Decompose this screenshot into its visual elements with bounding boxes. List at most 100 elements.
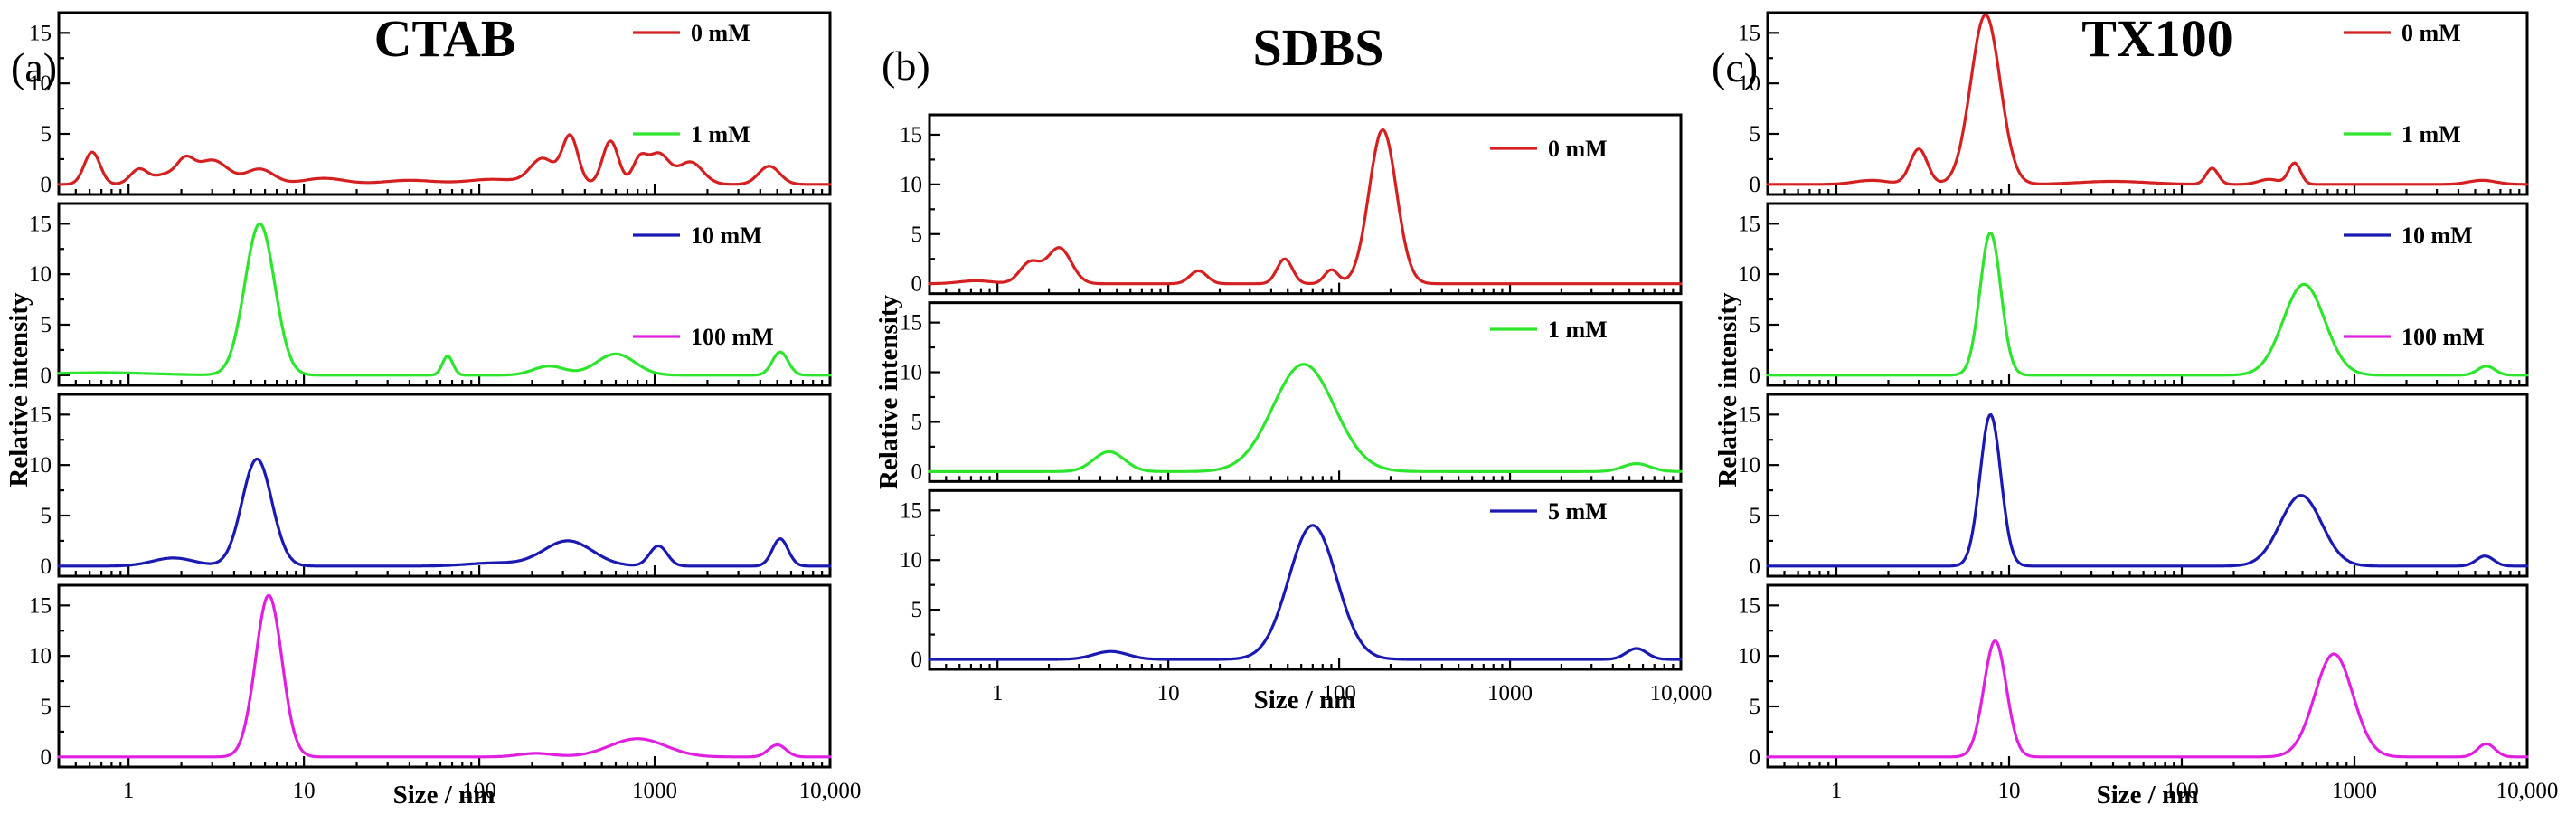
y-tick-label: 5 [41,504,52,528]
subplot-frame [928,488,1683,671]
legend-label: 1 mM [691,121,750,147]
subplot-frame [928,113,1683,296]
x-tick-label: 1 [123,779,135,803]
y-tick-label: 5 [1750,504,1761,528]
y-tick-label: 5 [911,598,923,622]
x-tick-label: 1000 [2332,779,2377,803]
series-line-5-mm [928,524,1683,661]
subplot-10-mm: 0 5 10 15 10 mM [29,223,832,579]
y-tick-label: 0 [1750,173,1761,197]
y-tick-label: 15 [1738,21,1760,45]
legend-label: 100 mM [2401,324,2485,350]
legend-label: 10 mM [691,223,762,249]
x-tick-label: 10 [293,779,316,803]
panel-label: (c) [1712,44,1758,90]
y-tick-label: 0 [41,173,52,197]
y-tick-label: 15 [900,498,922,523]
y-tick-label: 10 [1738,453,1760,478]
subplot-1-mm: 0 5 10 15 1 mM [900,301,1683,484]
panel-sdbs: 0 5 10 15 0 mM 0 5 10 15 1 mM 0 5 10 15 5 mM 1 10 100 1000… [874,18,1712,715]
legend-label: 1 mM [2401,121,2461,147]
x-axis-title: Size / nm [2097,781,2199,810]
series-line-0-mm [1766,13,2529,186]
subplot-1-mm: 0 5 10 15 1 mM [1738,121,2529,388]
series-line-10-mm [57,458,832,568]
x-tick-label: 10,000 [799,779,862,803]
y-tick-label: 5 [1750,122,1761,147]
y-tick-label: 10 [900,548,922,573]
series-line-1-mm [928,363,1683,473]
y-tick-label: 10 [900,173,922,197]
y-tick-label: 15 [1738,593,1760,618]
panel-title: CTAB [374,9,516,68]
y-tick-label: 5 [1750,313,1761,337]
subplot-frame [57,393,832,578]
x-tick-label: 1000 [1487,681,1533,706]
y-tick-label: 0 [1750,554,1761,579]
series-line-0-mm [928,128,1683,286]
series-line-10-mm [1766,412,2529,568]
subplot-frame [57,202,832,387]
subplot-frame [1766,583,2529,769]
series-line-1-mm [57,222,832,377]
y-tick-label: 0 [1750,364,1761,388]
y-tick-label: 0 [1750,745,1761,770]
y-tick-label: 0 [911,272,923,297]
y-tick-label: 10 [29,262,52,287]
y-tick-label: 5 [911,223,923,247]
series-line-1-mm [1766,232,2529,377]
x-tick-label: 1000 [632,779,677,803]
y-tick-label: 5 [41,313,52,337]
y-tick-label: 5 [41,122,52,147]
y-tick-label: 15 [29,21,52,45]
panel-title: TX100 [2081,9,2233,68]
subplot-frame [1766,11,2529,196]
y-axis-title: Relative intensity [5,292,33,488]
legend-label: 1 mM [1548,317,1608,343]
y-tick-label: 10 [29,453,52,478]
y-tick-label: 0 [911,459,923,484]
y-tick-label: 15 [1738,212,1760,236]
x-tick-label: 10 [1998,779,2021,803]
y-tick-label: 10 [1738,71,1760,96]
x-tick-label: 100 [462,779,496,803]
x-tick-label: 100 [2165,779,2199,803]
y-tick-label: 10 [29,644,52,668]
subplot-frame [1766,393,2529,578]
y-tick-label: 15 [29,212,52,236]
subplot-frame [57,583,832,769]
y-tick-label: 0 [41,745,52,770]
y-tick-label: 10 [29,71,52,96]
series-line-100-mm [57,593,832,759]
y-tick-label: 15 [900,123,922,147]
y-axis-title: Relative intensity [874,294,903,489]
y-tick-label: 5 [1750,695,1761,719]
x-axis-title: Size / nm [393,781,495,810]
y-tick-label: 15 [29,403,52,427]
y-tick-label: 0 [41,364,52,388]
y-tick-label: 5 [911,410,923,434]
x-tick-label: 10,000 [1650,681,1713,706]
y-tick-label: 5 [41,695,52,719]
subplot-0-mm: 0 5 10 15 0 mM [900,113,1683,297]
y-tick-label: 10 [1738,262,1760,287]
y-tick-label: 15 [29,593,52,618]
legend-label: 0 mM [691,20,750,46]
legend-label: 100 mM [691,324,774,350]
legend-label: 0 mM [1548,136,1608,162]
y-tick-label: 0 [911,648,923,672]
x-axis-title: Size / nm [1254,686,1356,715]
subplot-1-mm: 0 5 10 15 1 mM [29,121,832,388]
subplot-0-mm: 0 5 10 15 0 mM [1738,11,2529,197]
legend-label: 10 mM [2401,223,2473,249]
y-tick-label: 15 [900,311,922,336]
subplot-10-mm: 0 5 10 15 10 mM [1738,223,2529,579]
legend-label: 5 mM [1548,498,1608,525]
y-tick-label: 15 [1738,403,1760,427]
panel-title: SDBS [1252,18,1383,77]
x-tick-label: 10,000 [2496,779,2559,803]
